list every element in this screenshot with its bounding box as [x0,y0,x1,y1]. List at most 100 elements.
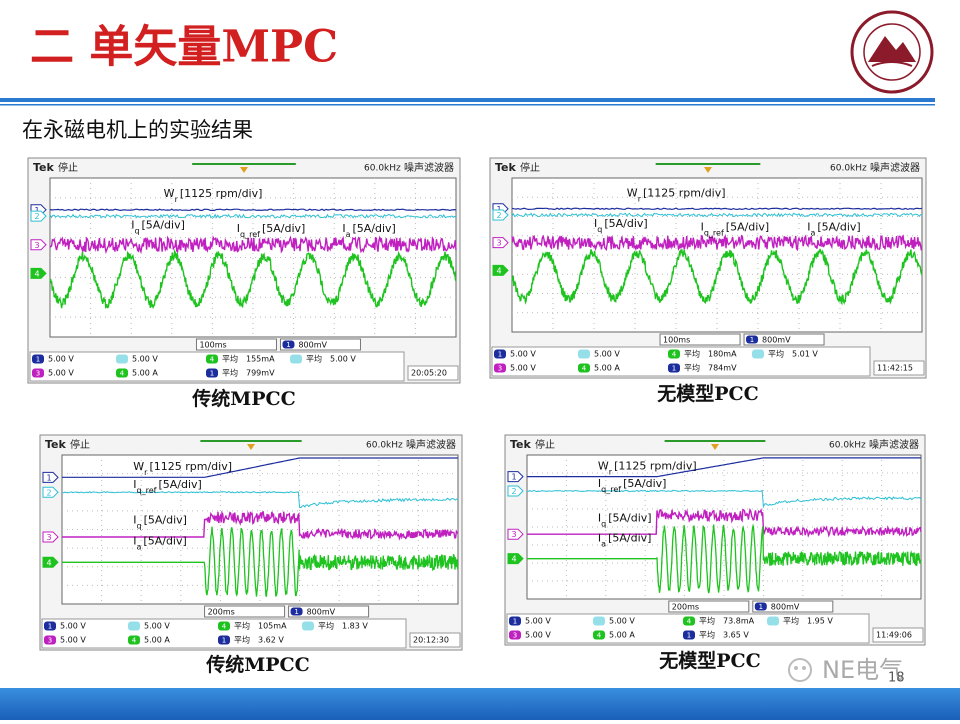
readout-badge [509,616,521,626]
channel-label: 4 [496,266,501,275]
annotation-main: W [164,187,175,200]
trace-ch4 [511,248,923,306]
readout-badge [206,368,218,378]
scope-state: 停止 [520,161,540,174]
annotation-sub: q [137,521,142,530]
readout-badge [128,621,140,631]
readout-badge [767,616,779,626]
annotation: Wr [1125 rpm/div] [164,187,263,204]
trigger-level: 800mV [771,603,800,612]
readout-label: 平均 [306,354,322,364]
annotation: Ia [5A/div] [598,532,652,549]
readout-channel: 1 [498,351,502,359]
page-number: 18 [888,671,905,686]
annotation-unit: [5A/div] [608,511,651,524]
readout-value: 155mA [246,355,275,364]
readout-channel: 1 [222,637,226,645]
annotation-unit: [1125 rpm/div] [643,186,726,199]
trace-ch1 [511,207,923,211]
time-box [872,627,924,643]
readout-label: 平均 [234,635,250,645]
timebase-box [195,338,277,351]
time-box [407,365,459,381]
annotation-unit: [5A/div] [262,222,305,235]
channel-marker [42,471,59,483]
channel-marker [492,237,509,249]
trigger-level: 800mV [298,341,327,350]
annotation-main: W [133,460,144,473]
trace-ch1 [49,208,457,212]
channel-marker [30,267,47,279]
annotation: Wr [1125 rpm/div] [627,186,726,203]
annotation-sub: a [346,229,351,238]
annotation-main: W [627,186,638,199]
readout-channel: 1 [687,632,691,640]
channel-label: 2 [511,487,516,496]
readout-badge [683,630,695,640]
channel-label: 3 [34,241,39,250]
annotation-main: I [701,220,704,233]
scope-brand: Tek [510,438,532,451]
readout-badge [593,616,605,626]
channel-marker [507,471,524,483]
channel-marker [507,528,524,540]
trigger-channel: 1 [286,341,290,349]
annotation: Iq [5A/div] [598,511,652,528]
panel-caption: 传统MPCC [191,387,296,410]
annotation-unit: [5A/div] [144,514,187,527]
annotation-main: I [598,511,601,524]
scope-time: 11:42:15 [877,364,913,373]
readout-badge [752,349,764,359]
readout-value: 5.00 A [609,631,635,640]
annotation: Iq [5A/div] [594,217,648,234]
readout-value: 5.00 V [510,364,536,373]
panel-caption: 无模型PCC [659,649,761,672]
readout-value: 5.00 V [60,636,86,645]
readout-value: 180mA [708,350,737,359]
trace-ch3 [62,510,459,541]
annotation-unit: [5A/div] [352,222,395,235]
scope-time: 20:12:30 [413,636,449,645]
trace-ch1 [62,457,458,478]
readout-label: 平均 [222,354,238,364]
trace-ch3 [49,234,457,255]
annotation-unit: [1125 rpm/div] [614,460,697,473]
trace-ch4 [527,523,922,594]
readout-value: 1.83 V [342,622,368,631]
trace-ch2 [61,491,459,509]
trigger-badge [754,602,767,611]
annotation-sub: q_ref [704,228,724,237]
annotation-unit: [5A/div] [817,220,860,233]
annotation-sub: a [137,542,142,551]
annotation-sub: q [601,519,606,528]
annotation-unit: [5A/div] [604,217,647,230]
readout-value: 784mV [708,364,737,373]
time-box [409,632,461,648]
annotation: Ia [5A/div] [342,222,396,239]
annotation-sub: a [810,228,815,237]
channel-label: 3 [496,239,501,248]
watermark-icon [788,658,812,682]
annotation-sub: q [597,225,602,234]
readout-badge [206,354,218,364]
readout-value: 799mV [246,369,275,378]
annotation-main: I [594,217,597,230]
trigger-channel: 1 [750,336,754,344]
channel-label: 3 [46,533,51,542]
readout-badge [494,349,506,359]
readout-channel: 3 [48,637,52,645]
readout-value: 5.00 V [609,617,635,626]
readout-channel: 4 [222,623,227,631]
readout-value: 5.00 V [48,369,74,378]
channel-label: 4 [46,558,51,567]
channel-marker [507,553,524,565]
readout-badge [494,363,506,373]
readout-channel: 4 [672,351,677,359]
timebase: 200ms [208,608,235,617]
channel-marker [492,209,509,221]
annotation: Iq_ref [5A/div] [133,478,202,495]
